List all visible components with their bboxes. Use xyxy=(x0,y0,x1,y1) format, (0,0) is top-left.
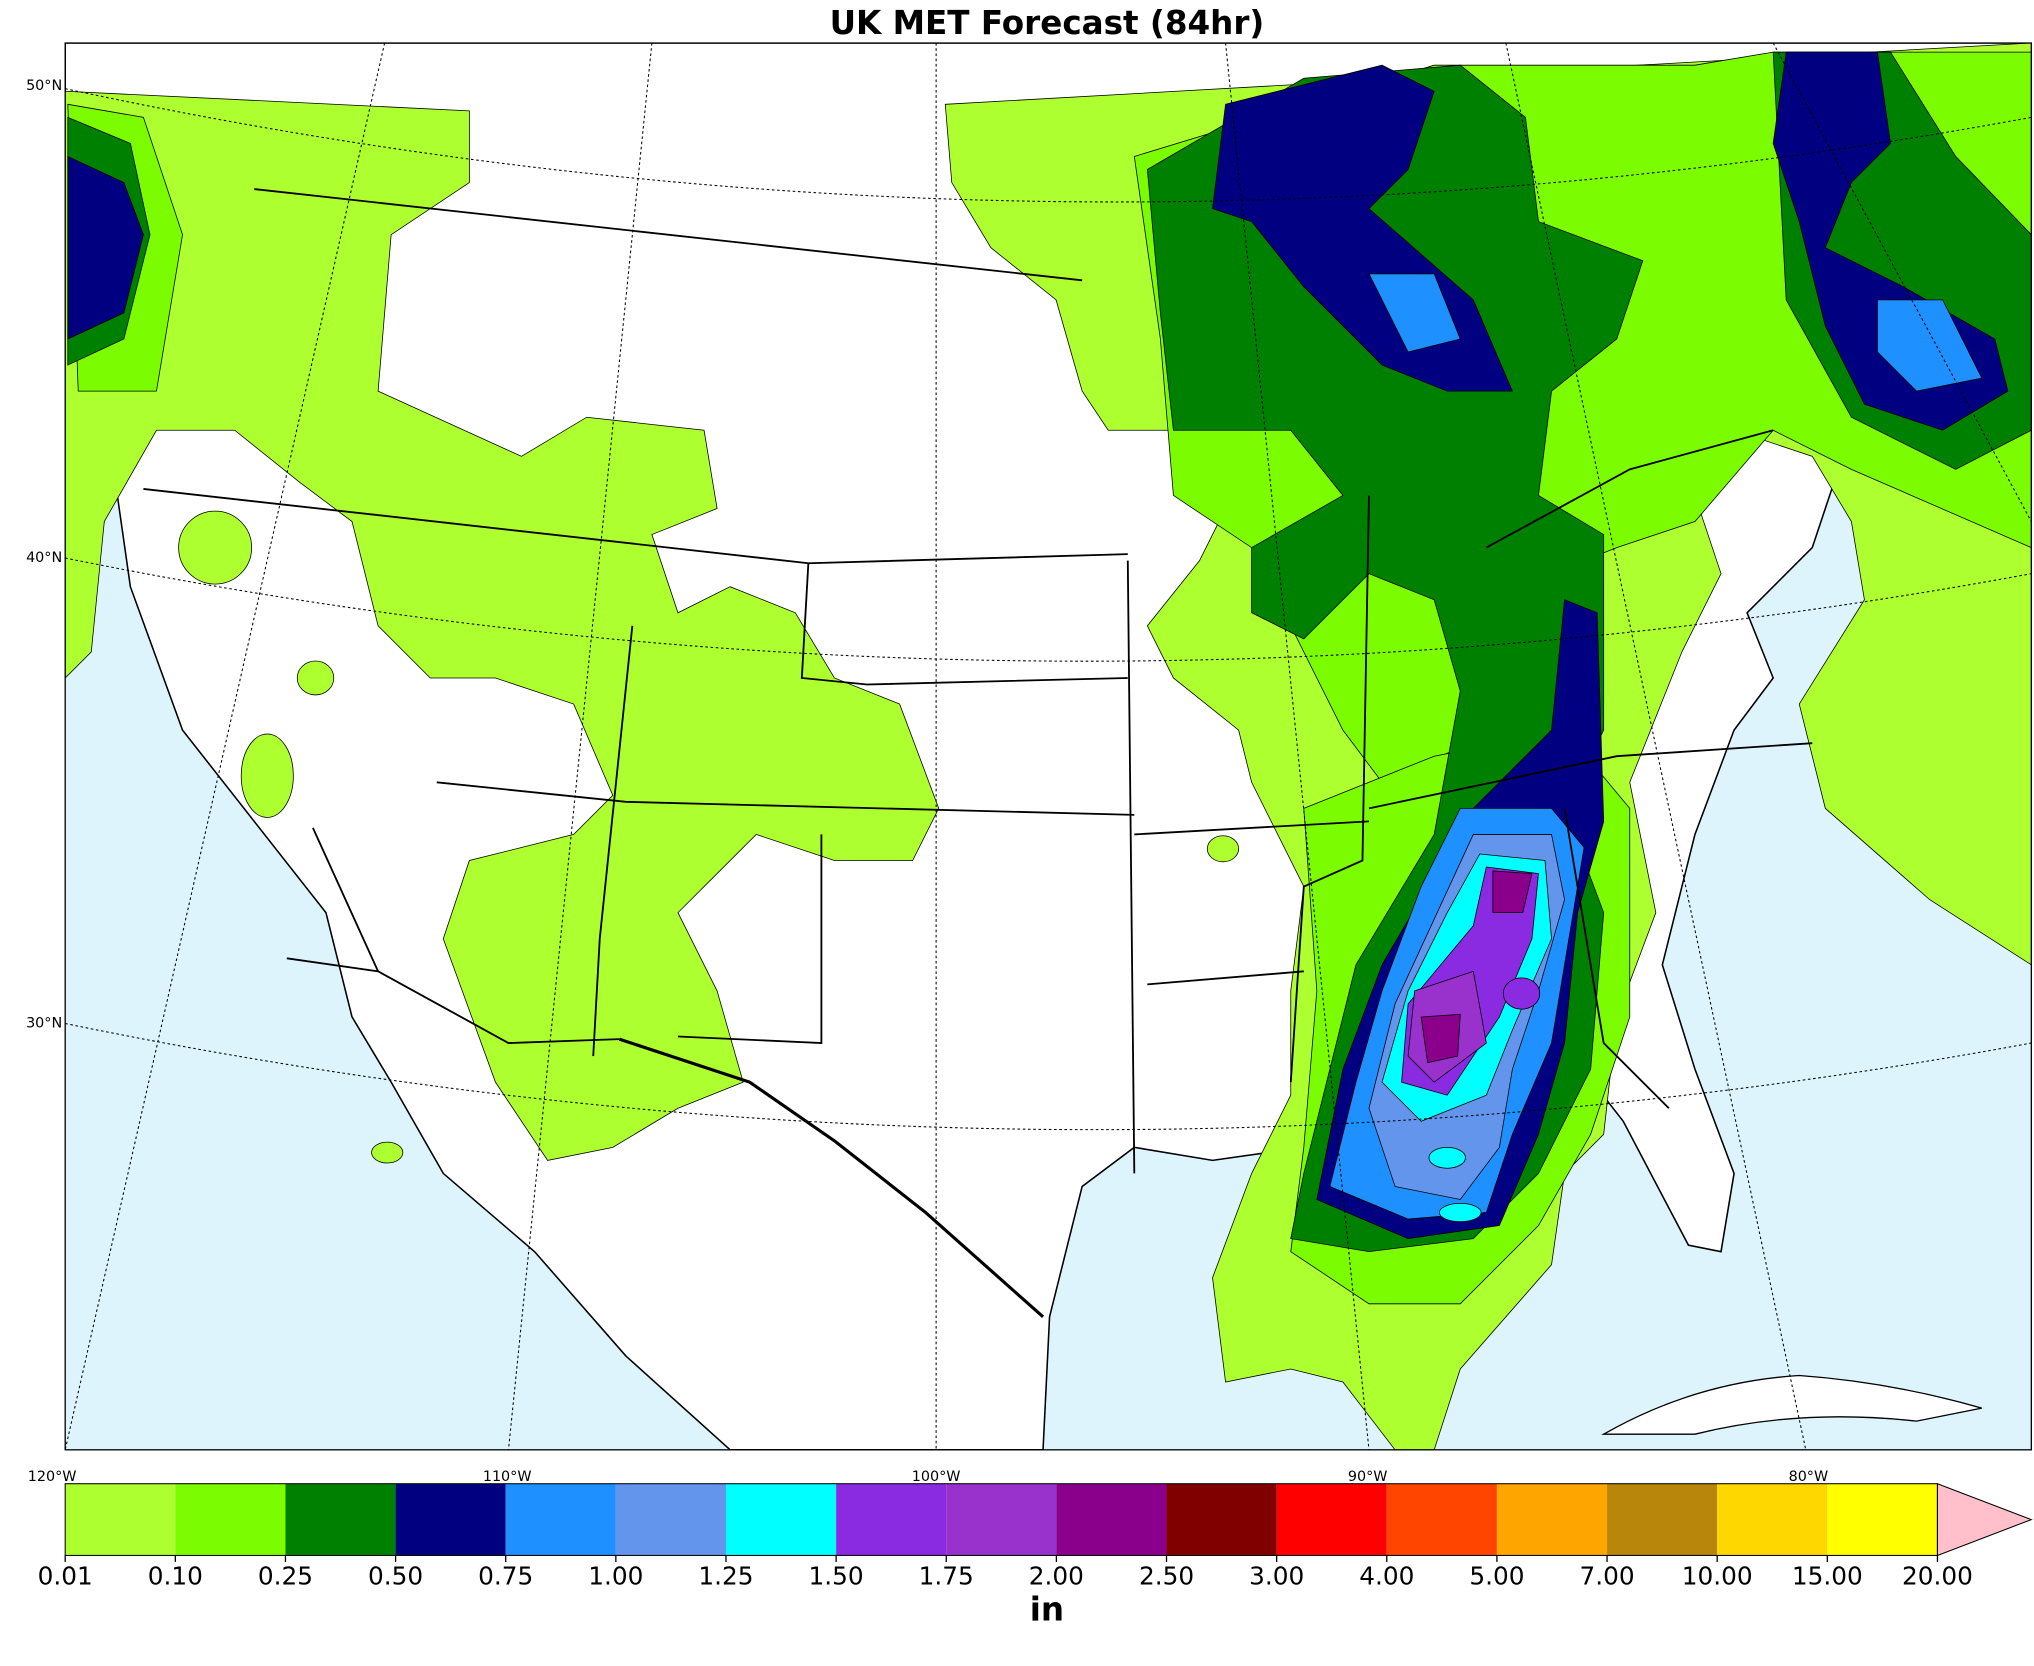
colorbar-tick-label: 15.00 xyxy=(1792,1562,1863,1591)
lon-label: 90°W xyxy=(1348,1469,1388,1485)
colorbar-box xyxy=(1166,1483,1277,1556)
colorbar-box xyxy=(1607,1483,1718,1556)
cuba xyxy=(1601,1374,1982,1435)
state-borders xyxy=(143,188,1813,1319)
title: UK MET Forecast (84hr) xyxy=(830,4,1265,42)
colorbar-box xyxy=(946,1483,1057,1556)
colorbar-tick-label: 0.50 xyxy=(368,1562,423,1591)
colorbar-tick-label: 0.01 xyxy=(38,1562,93,1591)
colorbar-box xyxy=(65,1483,176,1556)
labels: 50°N 40°N 30°N 120°W 110°W 100°W 90°W 80°W xyxy=(26,78,1828,1485)
colorbar-box xyxy=(615,1483,726,1556)
colorbar-tick-label: 2.00 xyxy=(1029,1562,1084,1591)
colorbar-tick-label: 3.00 xyxy=(1249,1562,1304,1591)
colorbar-box xyxy=(285,1483,396,1556)
colorbar-tick-label: 0.75 xyxy=(478,1562,533,1591)
map-frame xyxy=(64,42,2032,1451)
graticule xyxy=(65,43,2032,1450)
colorbar-tick-label: 10.00 xyxy=(1682,1562,1753,1591)
colorbar-box xyxy=(1827,1483,1938,1556)
colorbar-box xyxy=(1496,1483,1608,1556)
colorbar-box xyxy=(836,1483,947,1556)
map xyxy=(65,43,2032,1450)
lat-label: 50°N xyxy=(26,78,62,94)
lat-label: 30°N xyxy=(26,1015,62,1031)
colorbar-tick-label: 7.00 xyxy=(1579,1562,1634,1591)
colorbar-tick-label: 2.50 xyxy=(1139,1562,1194,1591)
precip-2-50 xyxy=(1420,870,1533,1064)
colorbar-box xyxy=(725,1483,837,1556)
colorbar-extension xyxy=(1936,1482,2033,1557)
colorbar-tick-label: 1.25 xyxy=(698,1562,753,1591)
lon-label: 110°W xyxy=(483,1469,532,1485)
colorbar-frame xyxy=(64,1483,1938,1556)
colorbar-box xyxy=(395,1483,506,1556)
colorbar-box xyxy=(1056,1483,1167,1556)
lat-label: 40°N xyxy=(26,550,62,566)
colorbar-tick-label: 4.00 xyxy=(1359,1562,1414,1591)
colorbar-tick-label: 0.25 xyxy=(258,1562,313,1591)
colorbar-tick-label: 1.00 xyxy=(588,1562,643,1591)
colorbar-box xyxy=(505,1483,616,1556)
colorbar-unit: in xyxy=(1030,1590,1064,1628)
colorbar-tick-label: 0.10 xyxy=(148,1562,203,1591)
colorbar-tick-label: 1.75 xyxy=(919,1562,974,1591)
lon-label: 120°W xyxy=(28,1469,77,1485)
colorbar-box xyxy=(1276,1483,1387,1556)
lon-label: 100°W xyxy=(912,1469,961,1485)
colorbar: 0.01 0.10 0.25 0.50 0.75 1.00 1.25 1.50 1.75 2.00… xyxy=(38,1482,2033,1628)
colorbar-tick-label: 20.00 xyxy=(1902,1562,1973,1591)
colorbar-box xyxy=(1386,1483,1497,1556)
lon-label: 80°W xyxy=(1789,1469,1829,1485)
colorbar-box xyxy=(1717,1483,1828,1556)
colorbar-tick-label: 5.00 xyxy=(1469,1562,1524,1591)
colorbar-tick-label: 1.50 xyxy=(809,1562,864,1591)
colorbar-box xyxy=(175,1483,286,1556)
